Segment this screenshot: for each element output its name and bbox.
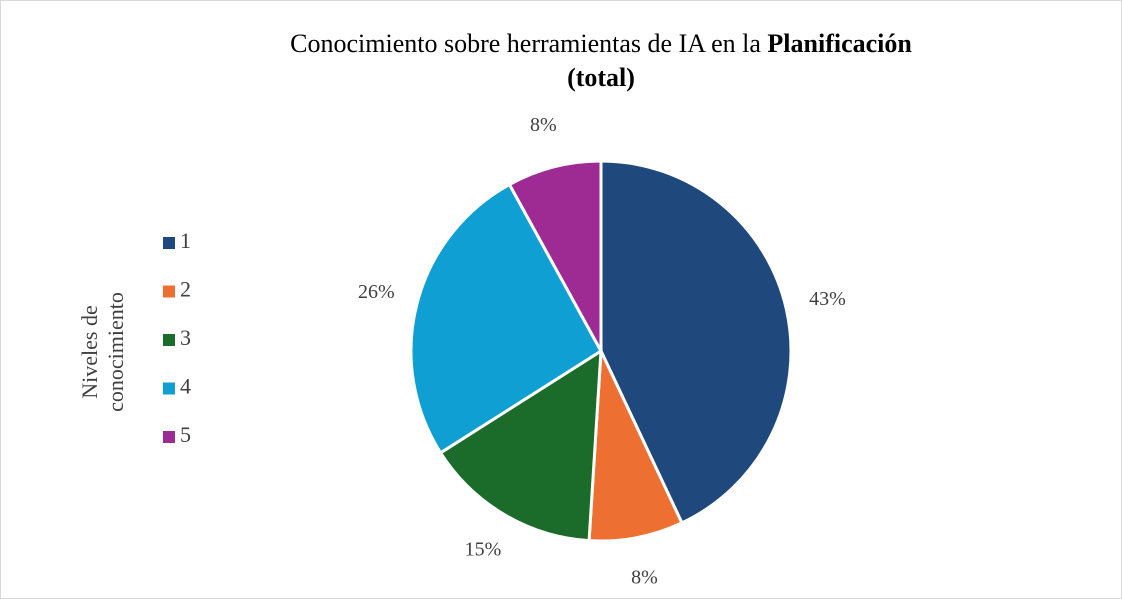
legend-swatch xyxy=(163,237,175,249)
title-part: Planificación xyxy=(767,29,912,58)
legend-label: 3 xyxy=(180,325,191,350)
chart-title: (total) xyxy=(567,63,635,92)
data-label: 15% xyxy=(465,538,502,560)
legend-swatch xyxy=(163,431,175,443)
data-label: 8% xyxy=(631,566,658,588)
pie-slice xyxy=(587,350,684,543)
pie-slice xyxy=(507,159,603,352)
legend-swatch xyxy=(163,382,175,395)
legend-label: 4 xyxy=(180,374,191,399)
legend-swatch xyxy=(163,334,175,346)
legend-label: 1 xyxy=(180,228,191,253)
data-label: 26% xyxy=(358,281,395,303)
legend-title-line: Niveles de xyxy=(77,305,102,398)
chart-title: Conocimiento sobre herramientas de IA en… xyxy=(290,29,912,58)
legend-label: 5 xyxy=(180,422,191,447)
data-label: 8% xyxy=(530,114,557,136)
pie-slice xyxy=(409,182,603,455)
legend-swatch xyxy=(163,285,175,298)
legend-title: Niveles de conocimiento xyxy=(77,292,128,412)
title-part: Conocimiento sobre herramientas de IA en… xyxy=(290,29,761,58)
legend-title-line: conocimiento xyxy=(103,292,128,412)
pie-slice xyxy=(599,159,793,525)
pie-slice xyxy=(438,348,603,543)
data-label: 43% xyxy=(809,288,846,310)
legend-label: 2 xyxy=(180,277,191,302)
